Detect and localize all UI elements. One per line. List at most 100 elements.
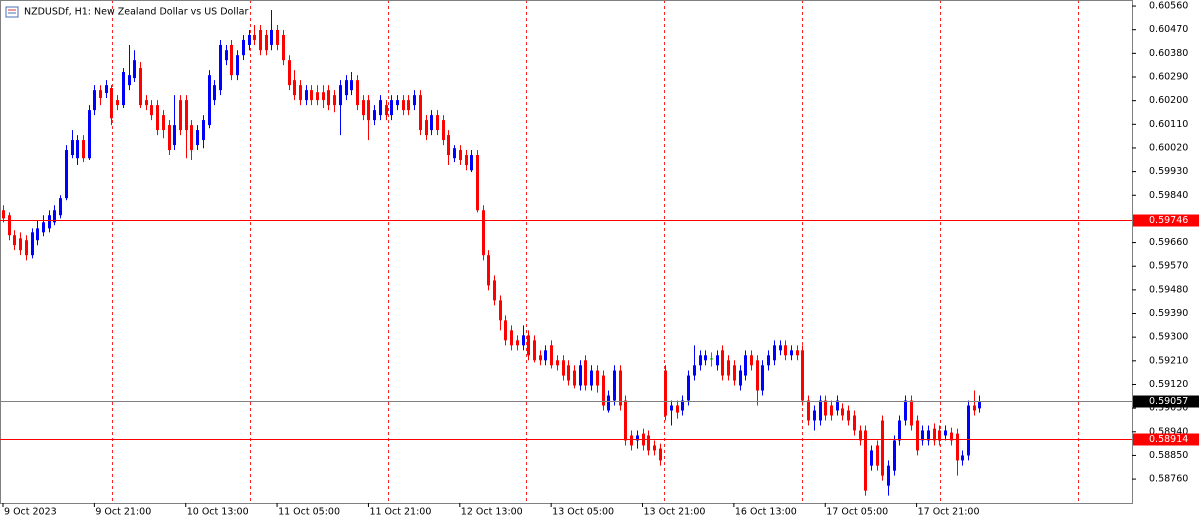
candle-body <box>213 85 216 101</box>
candle-body <box>584 360 587 386</box>
candle-body <box>721 350 724 376</box>
y-tick-label: 0.59570 <box>1149 261 1188 272</box>
candle-body <box>522 335 525 346</box>
candle-body <box>248 34 251 45</box>
plot-frame <box>0 0 1133 504</box>
candle-body <box>453 148 456 159</box>
price-label: 0.58914 <box>1149 434 1188 445</box>
y-tick-label: 0.59210 <box>1149 355 1188 366</box>
candle-body <box>693 365 696 376</box>
y-tick-label: 0.59030 <box>1149 403 1188 414</box>
candle-body <box>288 60 291 86</box>
candle-body <box>327 90 330 106</box>
candle-body <box>950 432 953 441</box>
candle-body <box>236 55 239 76</box>
candle-body <box>607 395 610 411</box>
y-tick-label: 0.60110 <box>1149 119 1188 130</box>
price-label-box <box>1133 214 1199 227</box>
x-tick-label: 11 Oct 21:00 <box>369 507 431 518</box>
candle-body <box>88 110 91 159</box>
x-tick-label: 17 Oct 05:00 <box>826 507 888 518</box>
candle-body <box>573 370 576 386</box>
candle-body <box>938 430 941 441</box>
y-tick-label: 0.60200 <box>1149 95 1188 106</box>
candle-body <box>876 445 879 466</box>
candle-body <box>465 155 468 166</box>
candle-body <box>322 92 325 101</box>
candle-body <box>830 405 833 416</box>
candle-body <box>162 115 165 131</box>
y-tick-label: 0.58760 <box>1149 474 1188 485</box>
candle-body <box>533 340 536 361</box>
x-tick-label: 17 Oct 21:00 <box>918 507 980 518</box>
candle-body <box>150 105 153 116</box>
candle-body <box>961 455 964 461</box>
candle-body <box>676 405 679 413</box>
candle-body <box>76 140 79 159</box>
candle-body <box>664 370 667 416</box>
candle-body <box>93 90 96 111</box>
candle-body <box>71 140 74 156</box>
candle-body <box>19 238 22 251</box>
y-tick-label: 0.59120 <box>1149 379 1188 390</box>
candle-body <box>744 355 747 376</box>
candle-body <box>687 375 690 401</box>
candle-body <box>510 330 513 346</box>
candle-body <box>350 80 353 91</box>
candle-body <box>801 350 804 401</box>
candle-body <box>82 140 85 159</box>
candle-body <box>807 400 810 421</box>
candle-body <box>973 405 976 411</box>
candle-body <box>276 29 279 45</box>
candle-body <box>567 365 570 381</box>
icon-frame <box>5 6 19 18</box>
candle-body <box>425 120 428 136</box>
y-tick-label: 0.60380 <box>1149 48 1188 59</box>
candle-body <box>430 115 433 131</box>
candle-body <box>613 370 616 401</box>
y-tick-label: 0.59840 <box>1149 190 1188 201</box>
candle-body <box>824 400 827 416</box>
candle-body <box>59 198 62 216</box>
candle-body <box>493 280 496 301</box>
candle-body <box>339 85 342 106</box>
candle-body <box>48 215 51 229</box>
candle-body <box>470 155 473 171</box>
candle-body <box>933 428 936 441</box>
candle-body <box>967 405 970 456</box>
candle-body <box>870 450 873 466</box>
candle-body <box>487 255 490 286</box>
candle-body <box>636 435 639 441</box>
candle-body <box>556 360 559 366</box>
candle-body <box>482 210 485 256</box>
candle-body <box>128 75 131 86</box>
candle-body <box>893 440 896 471</box>
candle-body <box>31 232 34 256</box>
candle-body <box>379 100 382 116</box>
candle-body <box>242 39 245 56</box>
candle-body <box>225 50 228 61</box>
candle-body <box>402 100 405 111</box>
candle-body <box>784 345 787 356</box>
candle-body <box>681 400 684 411</box>
candle-body <box>630 435 633 446</box>
candle-body <box>53 210 56 223</box>
symbol-icon <box>5 6 19 18</box>
candle-body <box>813 410 816 421</box>
candle-body <box>550 345 553 366</box>
x-tick-label: 9 Oct 21:00 <box>95 507 151 518</box>
price-label-box <box>1133 433 1199 446</box>
candle-body <box>65 150 68 199</box>
candle-body <box>796 350 799 356</box>
price-label-box <box>1133 395 1199 408</box>
y-tick-label: 0.59480 <box>1149 284 1188 295</box>
candle-body <box>956 433 959 461</box>
candle-body <box>579 365 582 386</box>
candle-body <box>659 448 662 461</box>
candle-body <box>881 420 884 476</box>
y-tick-label: 0.59930 <box>1149 166 1188 177</box>
candle-body <box>853 415 856 431</box>
candle-body <box>156 105 159 131</box>
